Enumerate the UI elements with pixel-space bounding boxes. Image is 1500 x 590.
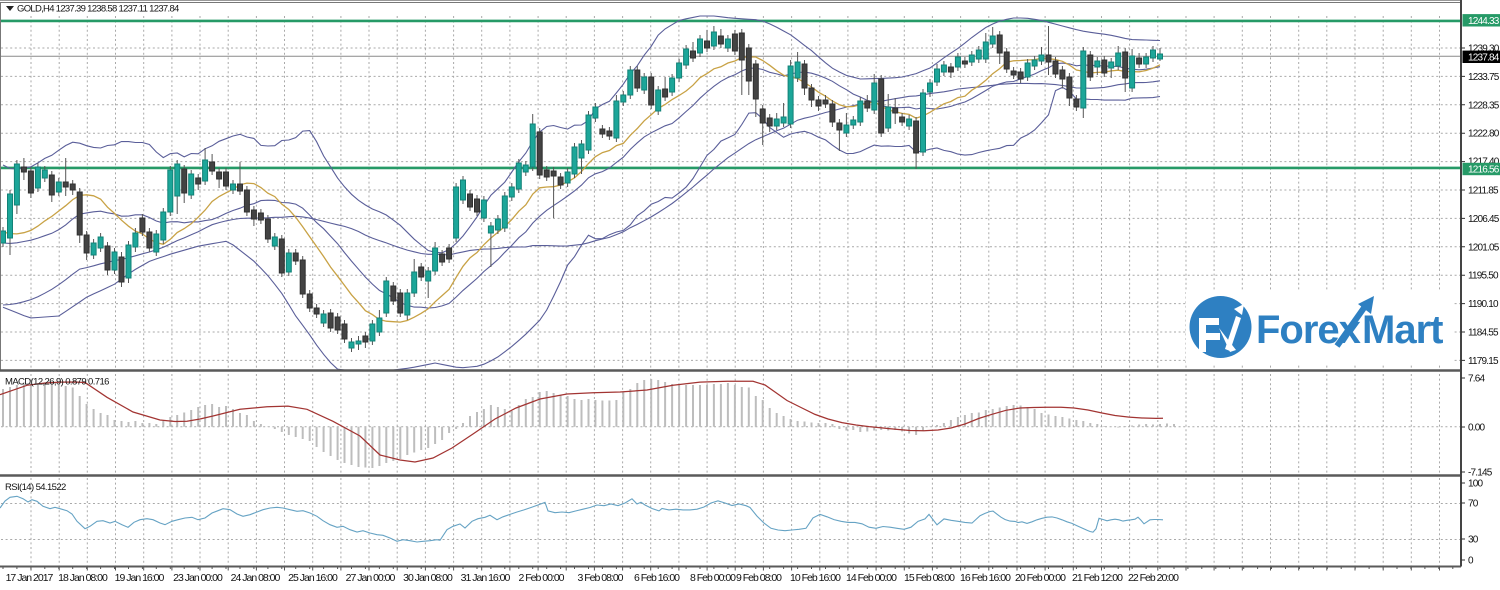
svg-text:1201.05: 1201.05 (1468, 242, 1500, 253)
svg-text:18 Jan 08:00: 18 Jan 08:00 (58, 572, 108, 584)
svg-text:10 Feb 16:00: 10 Feb 16:00 (790, 572, 841, 584)
svg-text:21 Feb 12:00: 21 Feb 12:00 (1072, 572, 1123, 584)
svg-text:100: 100 (1468, 479, 1484, 490)
svg-text:1222.80: 1222.80 (1468, 129, 1500, 140)
svg-text:30 Jan 08:00: 30 Jan 08:00 (403, 572, 453, 584)
svg-text:27 Jan 00:00: 27 Jan 00:00 (346, 572, 396, 584)
svg-text:1184.55: 1184.55 (1468, 328, 1499, 339)
svg-text:1216.56: 1216.56 (1468, 165, 1500, 176)
svg-text:14 Feb 00:00: 14 Feb 00:00 (846, 572, 897, 584)
svg-text:2 Feb 00:00: 2 Feb 00:00 (518, 572, 564, 584)
svg-text:17 Jan 2017: 17 Jan 2017 (6, 572, 54, 584)
svg-text:19 Jan 16:00: 19 Jan 16:00 (115, 572, 165, 584)
svg-text:16 Feb 16:00: 16 Feb 16:00 (960, 572, 1011, 584)
svg-text:22 Feb 20:00: 22 Feb 20:00 (1128, 572, 1179, 584)
svg-text:1237.84: 1237.84 (1468, 52, 1500, 63)
svg-text:31 Jan 16:00: 31 Jan 16:00 (461, 572, 511, 584)
svg-text:70: 70 (1468, 499, 1479, 510)
svg-text:25 Jan 16:00: 25 Jan 16:00 (288, 572, 338, 584)
svg-text:RSI(14) 54.1522: RSI(14) 54.1522 (5, 482, 66, 493)
svg-text:30: 30 (1468, 535, 1479, 546)
svg-text:20 Feb 00:00: 20 Feb 00:00 (1015, 572, 1066, 584)
svg-text:24 Jan 08:00: 24 Jan 08:00 (231, 572, 281, 584)
svg-text:1244.33: 1244.33 (1468, 16, 1500, 27)
svg-text:MACD(12,26,9) 0.879 0.716: MACD(12,26,9) 0.879 0.716 (5, 377, 109, 388)
svg-text:7.64: 7.64 (1468, 374, 1486, 385)
svg-text:1206.45: 1206.45 (1468, 214, 1500, 225)
svg-text:-7.145: -7.145 (1468, 468, 1493, 479)
svg-text:9 Feb 08:00: 9 Feb 08:00 (736, 572, 782, 584)
svg-text:1190.10: 1190.10 (1468, 299, 1499, 310)
svg-text:1233.75: 1233.75 (1468, 72, 1500, 83)
svg-text:23 Jan 00:00: 23 Jan 00:00 (173, 572, 223, 584)
svg-text:1179.15: 1179.15 (1468, 356, 1499, 367)
svg-text:1211.85: 1211.85 (1468, 186, 1499, 197)
svg-text:15 Feb 08:00: 15 Feb 08:00 (904, 572, 955, 584)
svg-text:8 Feb 00:00: 8 Feb 00:00 (690, 572, 736, 584)
svg-text:1228.35: 1228.35 (1468, 100, 1500, 111)
svg-text:Mart: Mart (1362, 308, 1443, 352)
svg-text:1195.50: 1195.50 (1468, 271, 1499, 282)
svg-text:3 Feb 08:00: 3 Feb 08:00 (577, 572, 623, 584)
svg-text:6 Feb 16:00: 6 Feb 16:00 (634, 572, 680, 584)
svg-text:GOLD,H4 1237.39 1238.58 1237.: GOLD,H4 1237.39 1238.58 1237.11 1237.84 (17, 4, 179, 15)
svg-text:0.00: 0.00 (1468, 423, 1486, 434)
